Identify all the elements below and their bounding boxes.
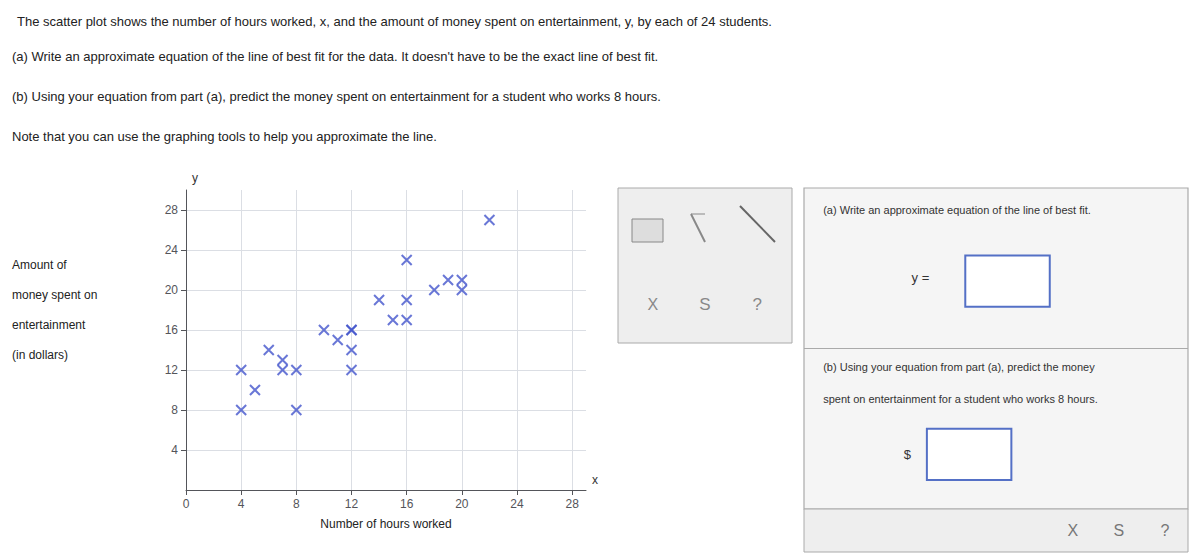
svg-text:S: S — [699, 295, 710, 314]
svg-text:(b) Using your equation from p: (b) Using your equation from part (a), p… — [12, 89, 661, 104]
svg-text:y: y — [192, 171, 198, 185]
svg-text:24: 24 — [165, 243, 179, 257]
svg-text:20: 20 — [165, 283, 179, 297]
svg-text:8: 8 — [171, 403, 178, 417]
svg-text:(b) Using your equation from p: (b) Using your equation from part (a), p… — [823, 361, 1095, 373]
svg-text:4: 4 — [171, 443, 178, 457]
svg-text:X: X — [1067, 522, 1078, 539]
svg-text:x: x — [592, 473, 598, 487]
svg-text:?: ? — [1161, 522, 1170, 539]
svg-text:Note that you can use the grap: Note that you can use the graphing tools… — [12, 129, 437, 144]
svg-text:entertainment: entertainment — [12, 318, 86, 332]
svg-text:?: ? — [752, 295, 761, 314]
svg-text:The scatter plot shows the num: The scatter plot shows the number of hou… — [17, 14, 772, 29]
svg-text:$: $ — [904, 447, 912, 462]
svg-text:0: 0 — [183, 497, 190, 511]
svg-text:12: 12 — [345, 497, 359, 511]
svg-text:S: S — [1114, 522, 1125, 539]
svg-text:y =: y = — [912, 270, 933, 285]
svg-text:Amount of: Amount of — [12, 258, 67, 272]
svg-text:spent on entertainment for a s: spent on entertainment for a student who… — [823, 393, 1098, 405]
svg-text:20: 20 — [455, 497, 469, 511]
svg-text:(in dollars): (in dollars) — [12, 348, 68, 362]
svg-text:Number of hours worked: Number of hours worked — [320, 517, 451, 531]
svg-text:28: 28 — [566, 497, 580, 511]
svg-text:8: 8 — [293, 497, 300, 511]
svg-text:(a) Write an approximate equat: (a) Write an approximate equation of the… — [12, 49, 658, 64]
svg-text:4: 4 — [238, 497, 245, 511]
svg-text:16: 16 — [165, 323, 179, 337]
svg-text:money spent on: money spent on — [12, 288, 97, 302]
svg-text:X: X — [647, 296, 658, 313]
svg-text:16: 16 — [400, 497, 414, 511]
svg-text:28: 28 — [165, 203, 179, 217]
svg-text:12: 12 — [165, 363, 179, 377]
svg-text:24: 24 — [510, 497, 524, 511]
svg-text:(a) Write an approximate equat: (a) Write an approximate equation of the… — [823, 204, 1091, 216]
